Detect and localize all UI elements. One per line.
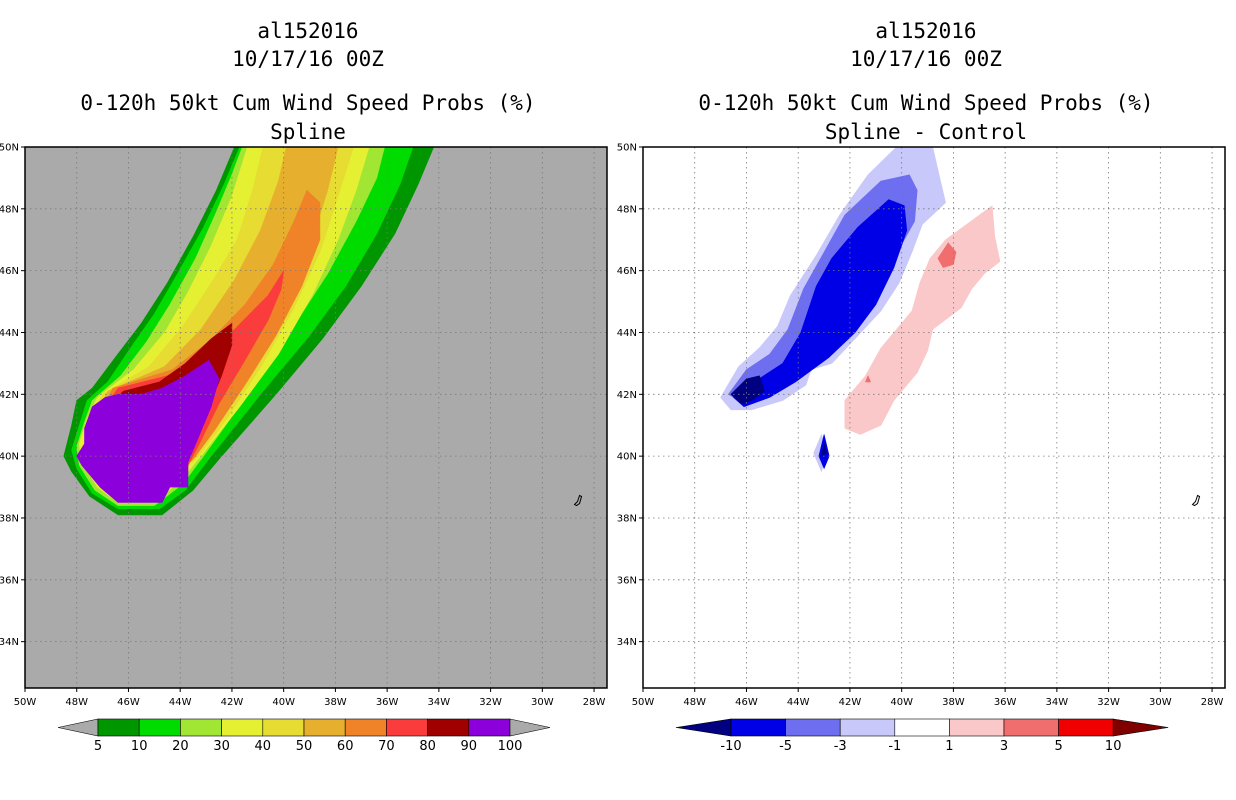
right-title-storm: al152016 <box>875 19 977 43</box>
left-title-method: Spline <box>270 120 346 144</box>
x-tick-label: 32W <box>479 697 502 708</box>
colorbar-label: 70 <box>378 739 395 754</box>
x-tick-label: 40W <box>890 697 913 708</box>
colorbar-swatch <box>894 718 950 737</box>
x-tick-label: 32W <box>1097 697 1120 708</box>
colorbar-label: 60 <box>337 739 354 754</box>
left-title-storm: al152016 <box>257 19 359 43</box>
colorbar-label: 5 <box>94 739 102 754</box>
contour-level-neg5-3 <box>733 199 908 408</box>
colorbar-swatch <box>730 718 786 737</box>
colorbar-swatch <box>1003 718 1059 737</box>
y-tick-label: 50N <box>0 143 19 154</box>
colorbar-label: 1 <box>945 739 953 754</box>
contour-level-90-9 <box>76 359 220 503</box>
right-title-product: 0-120h 50kt Cum Wind Speed Probs (%) <box>698 91 1154 115</box>
y-tick-label: 44N <box>0 328 19 339</box>
x-tick-label: 42W <box>839 697 862 708</box>
colorbar-label: 50 <box>296 739 313 754</box>
grid-lines <box>25 147 607 688</box>
colorbar-label: 80 <box>419 739 436 754</box>
x-tick-label: 28W <box>583 697 606 708</box>
left-title-date: 10/17/16 00Z <box>232 47 384 71</box>
colorbar-label: 100 <box>498 739 523 754</box>
colorbar-label: -5 <box>779 739 792 754</box>
x-tick-label: 28W <box>1201 697 1224 708</box>
colorbar-label: 3 <box>1000 739 1008 754</box>
colorbar-label: -10 <box>720 739 741 754</box>
contour-level-3-8 <box>937 242 957 268</box>
y-tick-label: 36N <box>617 575 637 586</box>
x-tick-label: 34W <box>428 697 451 708</box>
x-tick-label: 40W <box>272 697 295 708</box>
x-tick-label: 44W <box>787 697 810 708</box>
colorbar-label: 90 <box>461 739 478 754</box>
x-tick-label: 38W <box>942 697 965 708</box>
y-tick-label: 40N <box>0 452 19 463</box>
colorbar-swatch <box>839 718 896 737</box>
colorbar-high-arrow <box>509 718 551 737</box>
plot-frame <box>642 146 1226 689</box>
x-tick-label: 44W <box>169 697 192 708</box>
x-tick-label: 50W <box>632 697 655 708</box>
y-tick-label: 48N <box>617 204 637 215</box>
x-tick-label: 46W <box>117 697 140 708</box>
y-tick-label: 46N <box>0 266 19 277</box>
y-tick-label: 42N <box>617 390 637 401</box>
colorbar-swatch <box>785 718 841 737</box>
colorbar-label: 10 <box>1105 739 1122 754</box>
colorbar-label: 40 <box>255 739 272 754</box>
grid-lines <box>643 147 1225 688</box>
left-wind-probability-map: 50W 48W 46W 44W 42W 40W 38W 36W 34W 32W 30W 28W 50N 4… <box>0 143 608 754</box>
colorbar-swatch <box>949 718 1005 737</box>
x-tick-label: 38W <box>324 697 347 708</box>
x-tick-label: 48W <box>683 697 706 708</box>
contour-level-3-9 <box>865 375 871 383</box>
y-tick-label: 38N <box>617 513 637 524</box>
x-tick-label: 36W <box>994 697 1017 708</box>
colorbar-label: 20 <box>172 739 189 754</box>
colorbar-label: -3 <box>834 739 847 754</box>
colorbar-label: 10 <box>131 739 148 754</box>
y-tick-label: 42N <box>0 390 19 401</box>
island-outline <box>1191 494 1201 507</box>
colorbar-swatch <box>1058 718 1114 737</box>
right-title-method: Spline - Control <box>824 120 1028 144</box>
island-outline <box>573 494 583 507</box>
y-tick-label: 34N <box>0 637 19 648</box>
colorbar-label: -1 <box>888 739 901 754</box>
x-tick-label: 36W <box>376 697 399 708</box>
y-tick-label: 40N <box>617 452 637 463</box>
y-tick-label: 36N <box>0 575 19 586</box>
x-tick-label: 34W <box>1046 697 1069 708</box>
left-title-product: 0-120h 50kt Cum Wind Speed Probs (%) <box>80 91 536 115</box>
y-tick-label: 44N <box>617 328 637 339</box>
x-tick-label: 50W <box>14 697 37 708</box>
colorbar-high-arrow <box>1112 718 1169 737</box>
plot-frame <box>24 146 608 689</box>
y-tick-label: 46N <box>617 266 637 277</box>
contour-level-neg10-5 <box>730 375 765 404</box>
plot-background <box>643 147 1225 688</box>
contour-level-neg10-6 <box>821 443 828 457</box>
x-tick-label: 42W <box>221 697 244 708</box>
x-tick-label: 48W <box>65 697 88 708</box>
y-tick-label: 34N <box>617 637 637 648</box>
contour-layer <box>720 147 1001 472</box>
x-tick-label: 46W <box>735 697 758 708</box>
colorbar-label: 5 <box>1054 739 1062 754</box>
colorbar-label: 30 <box>213 739 230 754</box>
y-tick-label: 50N <box>617 143 637 154</box>
x-tick-label: 30W <box>531 697 554 708</box>
right-title-date: 10/17/16 00Z <box>850 47 1002 71</box>
contour-level-1-7 <box>844 205 1001 435</box>
contour-layer <box>63 147 435 516</box>
y-tick-label: 38N <box>0 513 19 524</box>
y-tick-label: 48N <box>0 204 19 215</box>
x-tick-label: 30W <box>1149 697 1172 708</box>
colorbar-low-arrow <box>675 718 732 737</box>
